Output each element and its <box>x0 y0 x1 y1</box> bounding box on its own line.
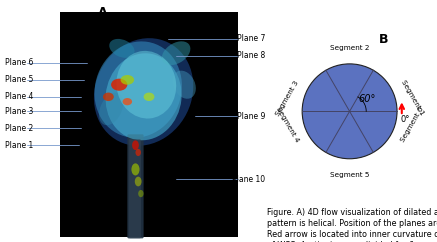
Text: Figure. A) 4D flow visualization of dilated aorta. Blood flow jet
pattern is hel: Figure. A) 4D flow visualization of dila… <box>267 208 437 242</box>
Ellipse shape <box>99 93 123 125</box>
Text: Plane 4: Plane 4 <box>5 92 34 101</box>
Text: Segment 4: Segment 4 <box>275 106 300 143</box>
Text: Segment 1: Segment 1 <box>399 79 424 117</box>
Text: 60°: 60° <box>358 94 375 105</box>
FancyBboxPatch shape <box>127 134 144 238</box>
Ellipse shape <box>132 140 139 150</box>
FancyBboxPatch shape <box>128 139 141 238</box>
Ellipse shape <box>111 79 127 91</box>
Text: Plane 1: Plane 1 <box>5 141 34 150</box>
Text: Plane 3: Plane 3 <box>5 107 34 116</box>
Ellipse shape <box>94 41 182 138</box>
Ellipse shape <box>132 163 139 175</box>
Text: Plane 8: Plane 8 <box>237 51 266 60</box>
Ellipse shape <box>173 71 196 99</box>
Ellipse shape <box>162 41 191 65</box>
Text: B: B <box>379 33 388 46</box>
Text: Segment 5: Segment 5 <box>330 172 369 178</box>
Text: Plane 9: Plane 9 <box>237 112 266 121</box>
Text: 0°: 0° <box>401 115 410 124</box>
Ellipse shape <box>144 92 154 101</box>
Text: Plane 5: Plane 5 <box>5 75 34 84</box>
Text: A: A <box>98 6 108 19</box>
Circle shape <box>302 64 397 159</box>
Ellipse shape <box>135 177 142 186</box>
Ellipse shape <box>121 75 134 85</box>
Bar <box>59 12 239 237</box>
Ellipse shape <box>103 92 114 101</box>
Text: Segment 3: Segment 3 <box>275 79 300 117</box>
Text: Segment 6: Segment 6 <box>399 106 424 143</box>
Text: Plane 10: Plane 10 <box>232 174 266 184</box>
Ellipse shape <box>109 39 135 58</box>
Text: Plane 7: Plane 7 <box>237 34 266 43</box>
Ellipse shape <box>135 149 141 156</box>
Text: Plane 2: Plane 2 <box>5 124 34 133</box>
Ellipse shape <box>94 38 193 146</box>
Ellipse shape <box>106 53 182 140</box>
Ellipse shape <box>123 98 132 105</box>
Ellipse shape <box>116 51 176 119</box>
Text: Segment 2: Segment 2 <box>330 45 369 51</box>
Text: Plane 6: Plane 6 <box>5 58 34 68</box>
Ellipse shape <box>138 190 144 197</box>
